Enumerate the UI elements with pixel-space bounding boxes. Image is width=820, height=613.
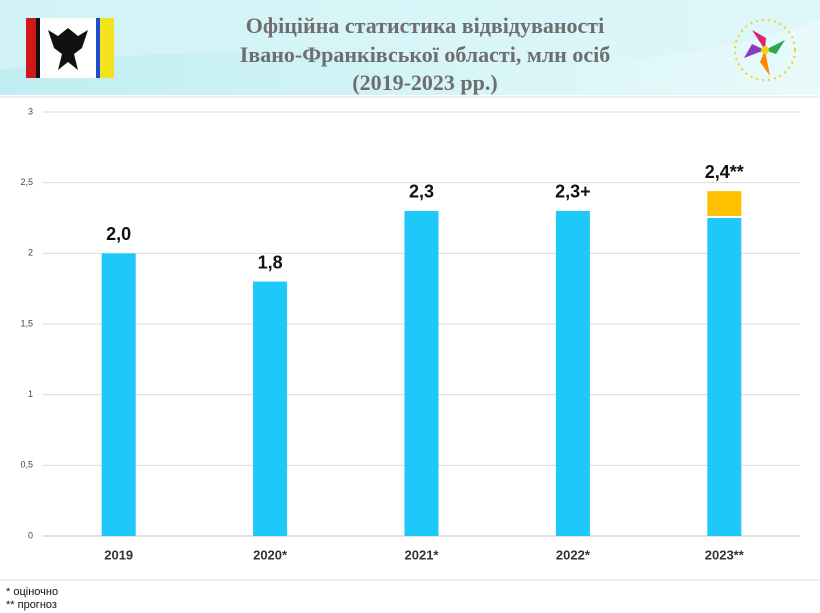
bar-segment [101, 253, 136, 537]
y-tick-label: 0,5 [20, 460, 33, 470]
title-line: Офіційна статистика відвідуваності [246, 13, 604, 38]
x-tick-label: 2019 [104, 547, 133, 562]
footnote: * оціночно [6, 586, 58, 598]
value-label: 2,3+ [555, 182, 591, 202]
title-line: (2019-2023 рр.) [352, 70, 497, 95]
y-tick-label: 2 [28, 248, 33, 258]
bar-segment [707, 191, 742, 216]
y-tick-label: 1,5 [20, 318, 33, 328]
y-tick-label: 2,5 [20, 177, 33, 187]
title-line: Івано-Франківської області, млн осіб [240, 42, 610, 67]
bar-segment [404, 210, 439, 536]
coat-of-arms [26, 18, 114, 78]
x-tick-label: 2023** [705, 547, 745, 562]
bar-segment [707, 218, 742, 536]
value-label: 2,4** [705, 162, 744, 182]
x-tick-label: 2022* [556, 547, 591, 562]
x-tick-label: 2020* [253, 547, 288, 562]
value-label: 1,8 [258, 252, 283, 272]
bar-segment [253, 281, 288, 536]
flower-logo [734, 19, 796, 81]
footnote: ** прогноз [6, 599, 57, 611]
value-label: 2,0 [106, 224, 131, 244]
header-wave [0, 0, 820, 70]
y-tick-label: 3 [28, 106, 33, 116]
bar-segment [555, 210, 590, 536]
y-tick-label: 1 [28, 389, 33, 399]
value-label: 2,3 [409, 182, 434, 202]
x-tick-label: 2021* [405, 547, 440, 562]
y-tick-label: 0 [28, 530, 33, 540]
